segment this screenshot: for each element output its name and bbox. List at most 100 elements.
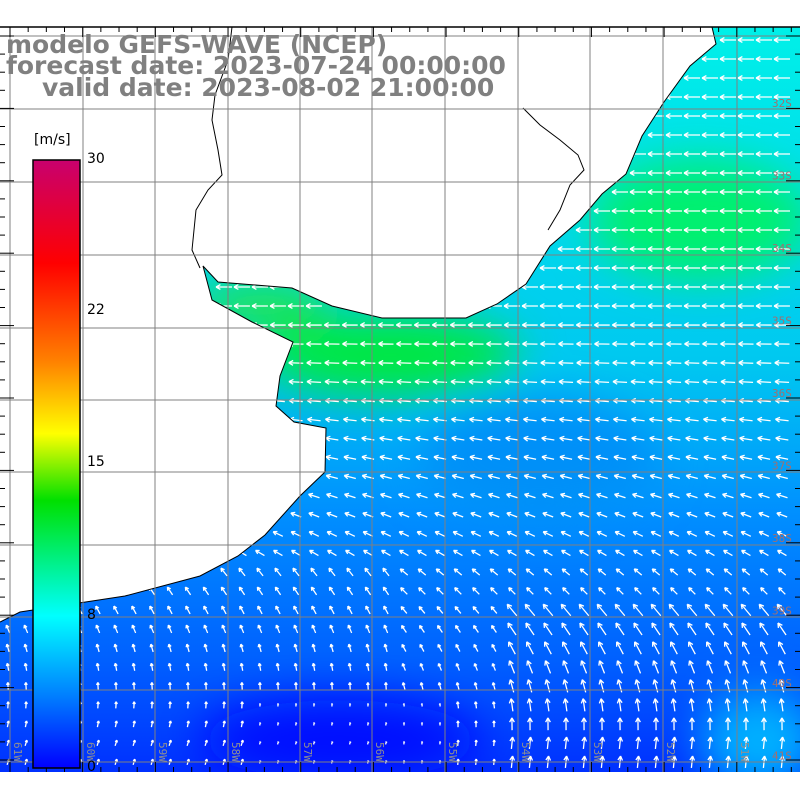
wind-arrow: [473, 682, 478, 690]
wind-arrow: [725, 717, 731, 731]
wind-arrow: [451, 454, 465, 461]
wind-arrow: [306, 378, 322, 385]
wind-arrow: [683, 227, 700, 233]
latitude-label: 36S: [772, 387, 792, 400]
wind-arrow: [761, 736, 768, 750]
wind-arrow: [720, 359, 736, 366]
wind-arrow: [701, 56, 718, 62]
wind-arrow: [275, 643, 280, 653]
wind-arrow: [414, 340, 430, 347]
wind-arrow: [378, 340, 394, 347]
wind-arrow: [524, 492, 536, 499]
wind-arrow: [506, 511, 518, 518]
longitude-label: 59W: [156, 742, 169, 762]
wind-arrow: [687, 641, 696, 655]
wind-arrow: [215, 284, 232, 290]
wind-arrow: [755, 246, 772, 252]
wind-arrow: [238, 586, 246, 596]
wind-arrow: [578, 511, 590, 518]
wind-arrow: [704, 492, 716, 499]
wind-arrow: [326, 549, 337, 557]
wind-arrow: [326, 511, 338, 518]
wind-arrow: [452, 549, 463, 557]
wind-arrow: [239, 624, 245, 634]
wind-arrow: [579, 622, 589, 636]
wind-arrow: [367, 722, 370, 726]
wind-arrow: [521, 322, 538, 328]
wind-arrow: [470, 511, 482, 518]
longitude-label: 56W: [373, 742, 386, 762]
wind-arrow: [665, 151, 682, 157]
wind-arrow: [203, 643, 208, 653]
wind-arrow: [719, 208, 736, 214]
wind-arrow: [737, 113, 754, 119]
wind-arrow: [472, 587, 480, 595]
wind-arrow: [220, 586, 228, 596]
wind-arrow: [721, 416, 735, 423]
wind-arrow: [648, 359, 664, 366]
wind-arrow: [737, 56, 754, 62]
wind-arrow: [737, 37, 754, 43]
wind-arrow: [342, 378, 358, 385]
wind-arrow: [294, 741, 298, 745]
wind-arrow: [561, 622, 571, 636]
title-forecast-date: forecast date: 2023-07-24 00:00:00: [6, 51, 506, 80]
wind-arrow: [343, 416, 357, 423]
wind-arrow: [113, 682, 118, 690]
wind-arrow: [527, 717, 533, 731]
wind-arrow: [738, 340, 754, 347]
wind-arrow: [397, 416, 411, 423]
wind-arrow: [611, 189, 628, 195]
wind-arrow: [222, 739, 227, 747]
wind-arrow: [454, 587, 462, 595]
wind-arrow: [523, 473, 536, 480]
wind-arrow: [150, 739, 155, 747]
wind-arrow: [647, 322, 664, 328]
wind-arrow: [647, 151, 664, 157]
wind-arrow: [706, 660, 714, 674]
wind-arrow: [398, 549, 409, 557]
wind-arrow: [323, 322, 340, 328]
wind-arrow: [755, 132, 772, 138]
longitude-label: 61W: [11, 742, 24, 762]
wind-arrow: [665, 170, 682, 176]
wind-arrow: [95, 662, 100, 671]
wind-arrow: [202, 586, 210, 596]
wind-arrow: [435, 568, 445, 576]
wind-arrow: [684, 359, 700, 366]
wind-arrow: [402, 703, 406, 707]
wind-arrow: [292, 567, 300, 577]
wind-arrow: [575, 265, 592, 271]
wind-arrow: [487, 416, 501, 423]
wind-arrow: [543, 622, 553, 636]
wind-arrow: [24, 739, 29, 747]
wind-arrow: [576, 340, 592, 347]
wind-arrow: [737, 151, 754, 157]
wind-arrow: [758, 511, 770, 518]
wind-arrow: [649, 416, 663, 423]
longitude-label: 60W: [84, 742, 97, 762]
wind-arrow: [724, 587, 732, 595]
wind-arrow: [773, 132, 790, 138]
wind-arrow: [385, 722, 388, 726]
wind-arrow: [293, 643, 298, 653]
wind-arrow: [719, 246, 736, 252]
wind-arrow: [595, 416, 609, 423]
wind-arrow: [310, 586, 318, 596]
wind-arrow: [505, 473, 518, 480]
wind-arrow: [737, 75, 754, 81]
wind-arrow: [542, 492, 554, 499]
wind-arrow: [131, 605, 137, 615]
wind-arrow: [683, 265, 700, 271]
wind-arrow: [614, 511, 626, 518]
wind-arrow: [347, 682, 352, 690]
wind-arrow: [360, 340, 376, 347]
wind-arrow: [719, 94, 736, 100]
wind-arrow: [683, 94, 700, 100]
wind-arrow: [256, 586, 264, 596]
wind-arrow: [671, 717, 677, 731]
wind-arrow: [701, 246, 718, 252]
wind-arrow: [631, 473, 644, 480]
wind-arrow: [490, 605, 498, 614]
wind-arrow: [472, 605, 480, 614]
